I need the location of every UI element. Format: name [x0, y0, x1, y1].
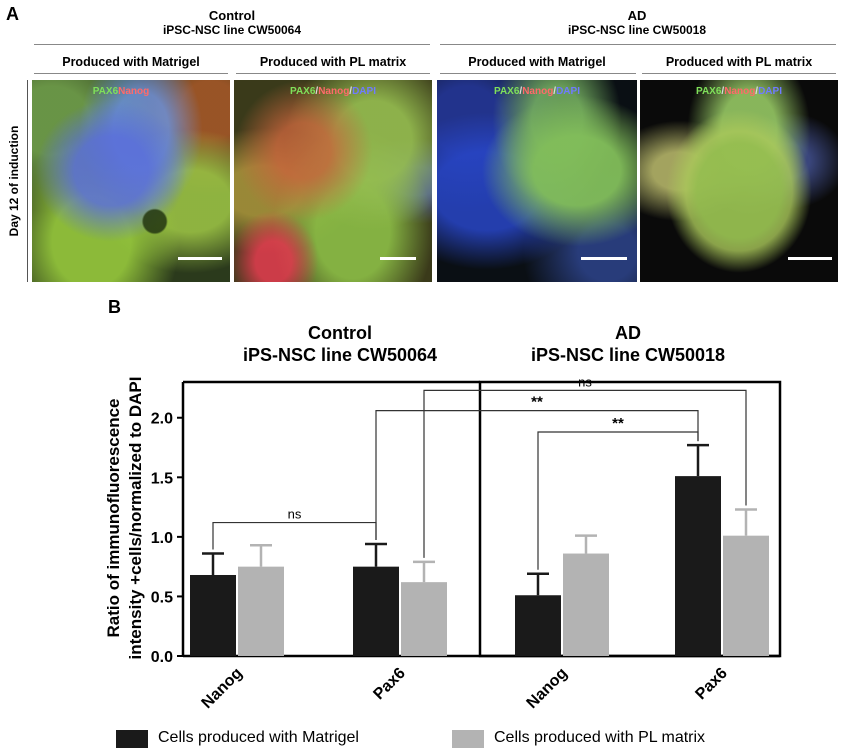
bar-matrigel — [190, 574, 236, 656]
scale-bar — [788, 257, 832, 260]
panel-a-condition-rule — [642, 73, 836, 74]
y-tick-label: 1.0 — [151, 530, 173, 547]
legend-label-pl-matrix: Cells produced with PL matrix — [494, 729, 706, 746]
panel-a-control-title: Control — [208, 8, 256, 23]
panel-a-condition-1: Produced with Matrigel — [62, 55, 200, 69]
panel-a-condition-4: Produced with PL matrix — [665, 55, 813, 69]
legend-swatch-pl-matrix — [452, 730, 484, 748]
significance-bracket — [537, 431, 699, 570]
x-tick-label: Nanog — [199, 665, 246, 712]
stain-label: PAX6/Nanog/DAPI — [290, 86, 376, 97]
scale-bar — [380, 257, 416, 260]
panel-b-ad-subtitle: iPS-NSC line CW50018 — [530, 345, 726, 365]
y-tick-label: 0.5 — [151, 589, 173, 606]
micrograph-control-matrigel: PAX6Nanog — [32, 80, 230, 282]
y-tick-label: 2.0 — [151, 411, 173, 428]
micrograph-ad-matrigel: PAX6/Nanog/DAPI — [437, 80, 637, 282]
significance-label: ** — [531, 394, 543, 411]
panel-a-control-subtitle: iPSC-NSC line CW50064 — [162, 23, 302, 37]
significance-label: ns — [578, 374, 592, 389]
significance-label: ns — [288, 507, 302, 522]
scale-bar — [581, 257, 627, 260]
stain-label: PAX6/Nanog/DAPI — [696, 86, 782, 97]
bar-matrigel — [515, 595, 561, 656]
x-tick-label: Pax6 — [370, 665, 409, 704]
micrograph-control-pl-matrix: PAX6/Nanog/DAPI — [234, 80, 432, 282]
bar-matrigel — [675, 476, 721, 656]
legend-label-matrigel: Cells produced with Matrigel — [158, 729, 359, 746]
panel-a-condition-rule — [34, 73, 228, 74]
panel-b-control-header: Control iPS-NSC line CW50064 — [190, 322, 490, 366]
panel-a-control-header: Control iPSC-NSC line CW50064 — [32, 8, 432, 38]
scale-bar — [178, 257, 222, 260]
x-tick-label: Nanog — [524, 665, 571, 712]
panel-a-ad-rule — [440, 44, 836, 45]
y-tick-label: 1.5 — [151, 470, 173, 487]
panel-a-condition-rule — [236, 73, 430, 74]
bar-matrigel — [353, 566, 399, 656]
significance-bracket — [212, 521, 377, 550]
panel-a-ad-title: AD — [627, 8, 647, 23]
significance-bracket — [423, 389, 747, 558]
y-tick-label: 0.0 — [151, 649, 173, 666]
panel-b-letter: B — [108, 297, 121, 317]
panel-a-condition-2: Produced with PL matrix — [259, 55, 407, 69]
significance-bracket — [375, 409, 699, 541]
panel-b-ad-title: AD — [615, 323, 641, 343]
panel-a-ad-header: AD iPSC-NSC line CW50018 — [437, 8, 837, 38]
y-axis-label-line1: Ratio of immunofluorescence — [104, 399, 123, 638]
panel-a-condition-3: Produced with Matrigel — [468, 55, 606, 69]
stain-label: PAX6/Nanog/DAPI — [494, 86, 580, 97]
bar-pl-matrix — [723, 535, 769, 656]
x-tick-label: Pax6 — [692, 665, 731, 704]
legend-swatch-matrigel — [116, 730, 148, 748]
panel-a-ad-subtitle: iPSC-NSC line CW50018 — [567, 23, 707, 37]
bar-pl-matrix — [401, 582, 447, 656]
panel-b-control-title: Control — [308, 323, 372, 343]
panel-a-control-rule — [34, 44, 430, 45]
y-axis-label-line2: intensity +cells/normalized to DAPI — [126, 377, 145, 660]
micrograph-ad-pl-matrix: PAX6/Nanog/DAPI — [640, 80, 838, 282]
panel-b-ad-header: AD iPS-NSC line CW50018 — [478, 322, 778, 366]
panel-a-row-divider — [27, 80, 28, 282]
stain-label: PAX6Nanog — [92, 86, 150, 97]
bar-pl-matrix — [238, 566, 284, 656]
bar-pl-matrix — [563, 553, 609, 656]
panel-a-letter: A — [6, 4, 19, 24]
panel-a-condition-rule — [440, 73, 636, 74]
significance-label: ** — [612, 415, 624, 432]
panel-b-control-subtitle: iPS-NSC line CW50064 — [242, 345, 438, 365]
